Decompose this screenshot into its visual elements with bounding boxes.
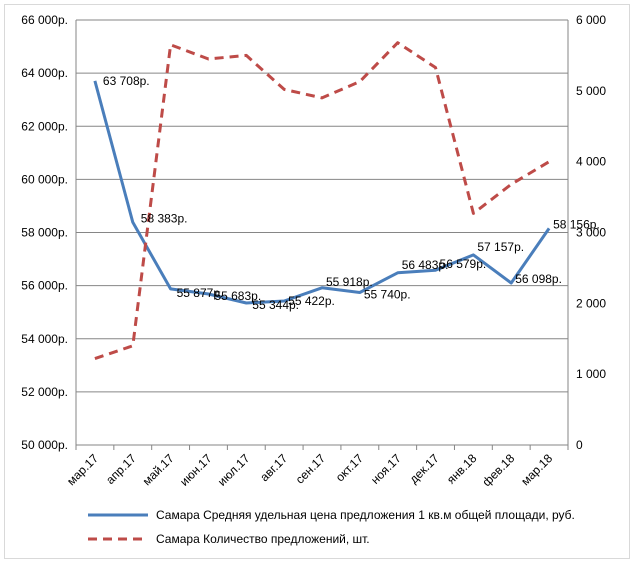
- right-tick-label: 6 000: [576, 13, 606, 27]
- left-tick-label: 52 000р.: [21, 385, 68, 399]
- x-axis-ticks: мар.17 апр.17 май.17 июн.17 июл.17 авг.17 сен.…: [64, 451, 555, 489]
- x-tick-label: ноя.17: [368, 451, 404, 487]
- price-data-label: 58 156р.: [553, 217, 600, 231]
- legend-label: Самара Средняя удельная цена предложения…: [156, 508, 575, 522]
- price-data-label: 55 683р.: [214, 289, 261, 303]
- price-data-label: 56 579р.: [440, 257, 487, 271]
- left-tick-label: 50 000р.: [21, 438, 68, 452]
- count-series-line: [94, 41, 550, 361]
- x-tick-label: авг.17: [257, 451, 290, 484]
- x-tick-label: июл.17: [215, 451, 253, 489]
- grid: [75, 19, 569, 450]
- left-tick-label: 60 000р.: [21, 172, 68, 186]
- data-labels: 63 708р. 58 383р. 55 877р.55 683р.55 344р.…: [103, 74, 600, 312]
- price-data-label: 55 740р.: [364, 288, 411, 302]
- legend-label: Самара Количество предложений, шт.: [156, 532, 370, 546]
- x-tick-label: янв.18: [444, 451, 480, 487]
- right-tick-label: 5 000: [576, 84, 606, 98]
- left-tick-label: 64 000р.: [21, 66, 68, 80]
- price-data-label: 55 918р.: [326, 275, 373, 289]
- right-tick-label: 2 000: [576, 296, 606, 310]
- x-tick-label: окт.17: [333, 451, 366, 484]
- x-tick-label: апр.17: [103, 451, 139, 487]
- price-data-label: 55 877р.: [177, 286, 224, 300]
- right-tick-label: 3 000: [576, 226, 606, 240]
- price-data-label: 58 383р.: [141, 211, 188, 225]
- price-data-label: 63 708р.: [103, 74, 150, 88]
- right-axis-ticks: 0 1 000 2 000 3 000 4 000 5 000 6 000: [576, 13, 606, 452]
- right-tick-label: 0: [576, 438, 583, 452]
- x-tick-label: фев.18: [479, 451, 517, 489]
- left-tick-label: 62 000р.: [21, 119, 68, 133]
- legend: Самара Средняя удельная цена предложения…: [88, 508, 575, 546]
- x-tick-label: сен.17: [293, 451, 329, 487]
- right-tick-label: 4 000: [576, 155, 606, 169]
- price-series-line: [93, 80, 551, 305]
- price-data-label: 56 483р.: [402, 258, 449, 272]
- price-data-label: 55 344р.: [252, 298, 299, 312]
- left-tick-label: 56 000р.: [21, 279, 68, 293]
- left-axis-ticks: 50 000р. 52 000р. 54 000р. 56 000р. 58 000р.…: [21, 13, 68, 452]
- x-tick-label: июн.17: [177, 451, 215, 489]
- price-data-label: 56 098р.: [515, 272, 562, 286]
- x-tick-label: май.17: [140, 451, 177, 488]
- left-tick-label: 66 000р.: [21, 13, 68, 27]
- price-data-label: 57 157р.: [477, 240, 524, 254]
- price-data-label: 55 422р.: [288, 294, 335, 308]
- left-tick-label: 54 000р.: [21, 332, 68, 346]
- chart-frame: [4, 4, 630, 559]
- x-tick-label: мар.18: [518, 451, 555, 488]
- right-tick-label: 1 000: [576, 367, 606, 381]
- x-tick-label: дек.17: [407, 451, 442, 486]
- x-tick-label: мар.17: [64, 451, 101, 488]
- series-lines: [93, 41, 551, 361]
- left-tick-label: 58 000р.: [21, 226, 68, 240]
